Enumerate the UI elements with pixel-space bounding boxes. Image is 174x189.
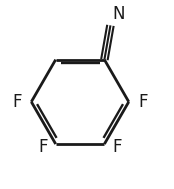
Text: F: F — [138, 93, 148, 111]
Text: N: N — [112, 5, 125, 23]
Text: F: F — [12, 93, 22, 111]
Text: F: F — [38, 139, 48, 156]
Text: F: F — [112, 139, 122, 156]
